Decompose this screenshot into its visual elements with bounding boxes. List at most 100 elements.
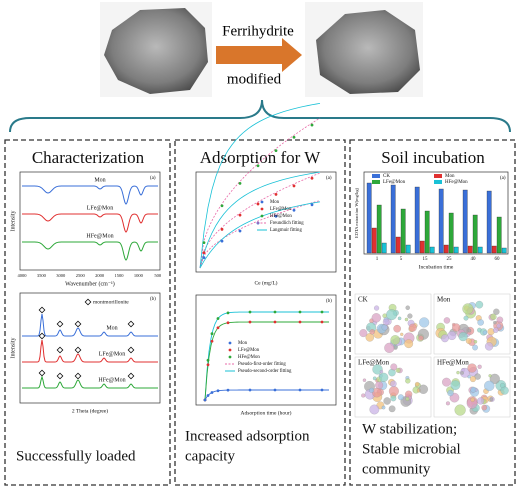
diamond-marker [74, 372, 82, 380]
label: 1000 [134, 273, 144, 278]
network-node [463, 315, 469, 321]
bar [400, 208, 406, 254]
network-node [379, 370, 384, 374]
data-point [273, 320, 277, 324]
network-node [489, 373, 500, 384]
network-node [493, 327, 499, 333]
network-node [397, 394, 404, 401]
curve [199, 117, 321, 269]
network-node [475, 300, 484, 309]
panel-title: Soil incubation [381, 148, 485, 167]
arrow-text: Ferrihydrite [222, 23, 294, 39]
panel-title: Adsorption for W [200, 148, 322, 167]
data-point [248, 310, 252, 314]
data-point [274, 192, 278, 196]
label: HFe@Mon [98, 377, 125, 383]
data-point [256, 202, 260, 206]
label: Mon [437, 296, 451, 304]
network-node [470, 386, 477, 393]
network-node [493, 320, 497, 325]
label: Langmuir fitting [270, 228, 302, 233]
network-node [473, 340, 478, 344]
network-node [460, 371, 464, 375]
data-point [320, 310, 324, 314]
network-node [462, 303, 474, 315]
label: Pseudo-second-order fitting [238, 369, 292, 374]
data-point [220, 204, 224, 208]
label: W stabilization; [362, 421, 457, 437]
network-node [369, 387, 375, 393]
legend-swatch [434, 180, 442, 184]
bar [448, 212, 454, 254]
label: LFe@Mon [358, 359, 389, 367]
network-node [397, 316, 402, 321]
data-point [298, 388, 302, 392]
diamond-marker [56, 372, 64, 380]
label: Adsorption time (hour) [240, 409, 291, 416]
data-point [292, 208, 296, 212]
label: CK [358, 296, 368, 304]
network-node [362, 378, 367, 382]
label: montmorillonite [93, 299, 129, 305]
data-point [256, 164, 260, 168]
label: LFe@Mon [238, 348, 260, 353]
network-node [382, 318, 390, 326]
curve [199, 200, 321, 269]
network-node [393, 324, 401, 333]
data-point [226, 311, 230, 315]
bar [443, 244, 449, 254]
legend-marker [228, 341, 232, 345]
label: HFe@Mon [270, 214, 292, 219]
network-node [484, 380, 495, 391]
bar [376, 204, 382, 254]
plot-frame [19, 171, 161, 271]
legend-marker [260, 207, 264, 211]
label: Mon [94, 177, 105, 183]
network-node [400, 332, 404, 336]
legend-marker [260, 200, 264, 204]
label: Stable microbial [362, 441, 461, 457]
data-point [248, 320, 252, 324]
data-point [216, 317, 220, 320]
label: 1 [376, 257, 379, 262]
network-node [490, 313, 497, 320]
network-node [374, 305, 380, 311]
network-node [404, 339, 414, 349]
plot-frame [195, 171, 337, 273]
sem-particle [104, 8, 208, 94]
network-node [390, 395, 397, 402]
legend-swatch [372, 174, 380, 178]
network-node [477, 397, 485, 405]
network-node [485, 342, 494, 351]
network-node [493, 308, 500, 315]
label: Mon [238, 341, 248, 346]
network-node [477, 319, 484, 326]
data-point [202, 251, 206, 255]
arrow [216, 38, 302, 72]
data-point [206, 363, 210, 367]
bar [477, 246, 483, 254]
data-point [216, 326, 220, 330]
curve [199, 102, 321, 269]
data-point [210, 332, 214, 336]
network-node [359, 329, 368, 338]
network-node [388, 386, 399, 397]
data-point [206, 394, 210, 397]
bar [491, 245, 497, 254]
network-node [496, 316, 504, 324]
diamond-marker [127, 320, 135, 328]
network-node [388, 405, 396, 413]
curve [199, 171, 321, 269]
label: 60 [495, 257, 501, 262]
network-node [361, 393, 366, 398]
data-point [310, 123, 314, 127]
network-node [414, 381, 420, 387]
network-node [404, 317, 409, 322]
label: community [362, 461, 431, 477]
network-node [470, 397, 475, 402]
network-node [447, 331, 457, 340]
diamond-marker [38, 306, 46, 314]
label: Incubation time [419, 264, 454, 270]
label: 3500 [37, 273, 47, 278]
